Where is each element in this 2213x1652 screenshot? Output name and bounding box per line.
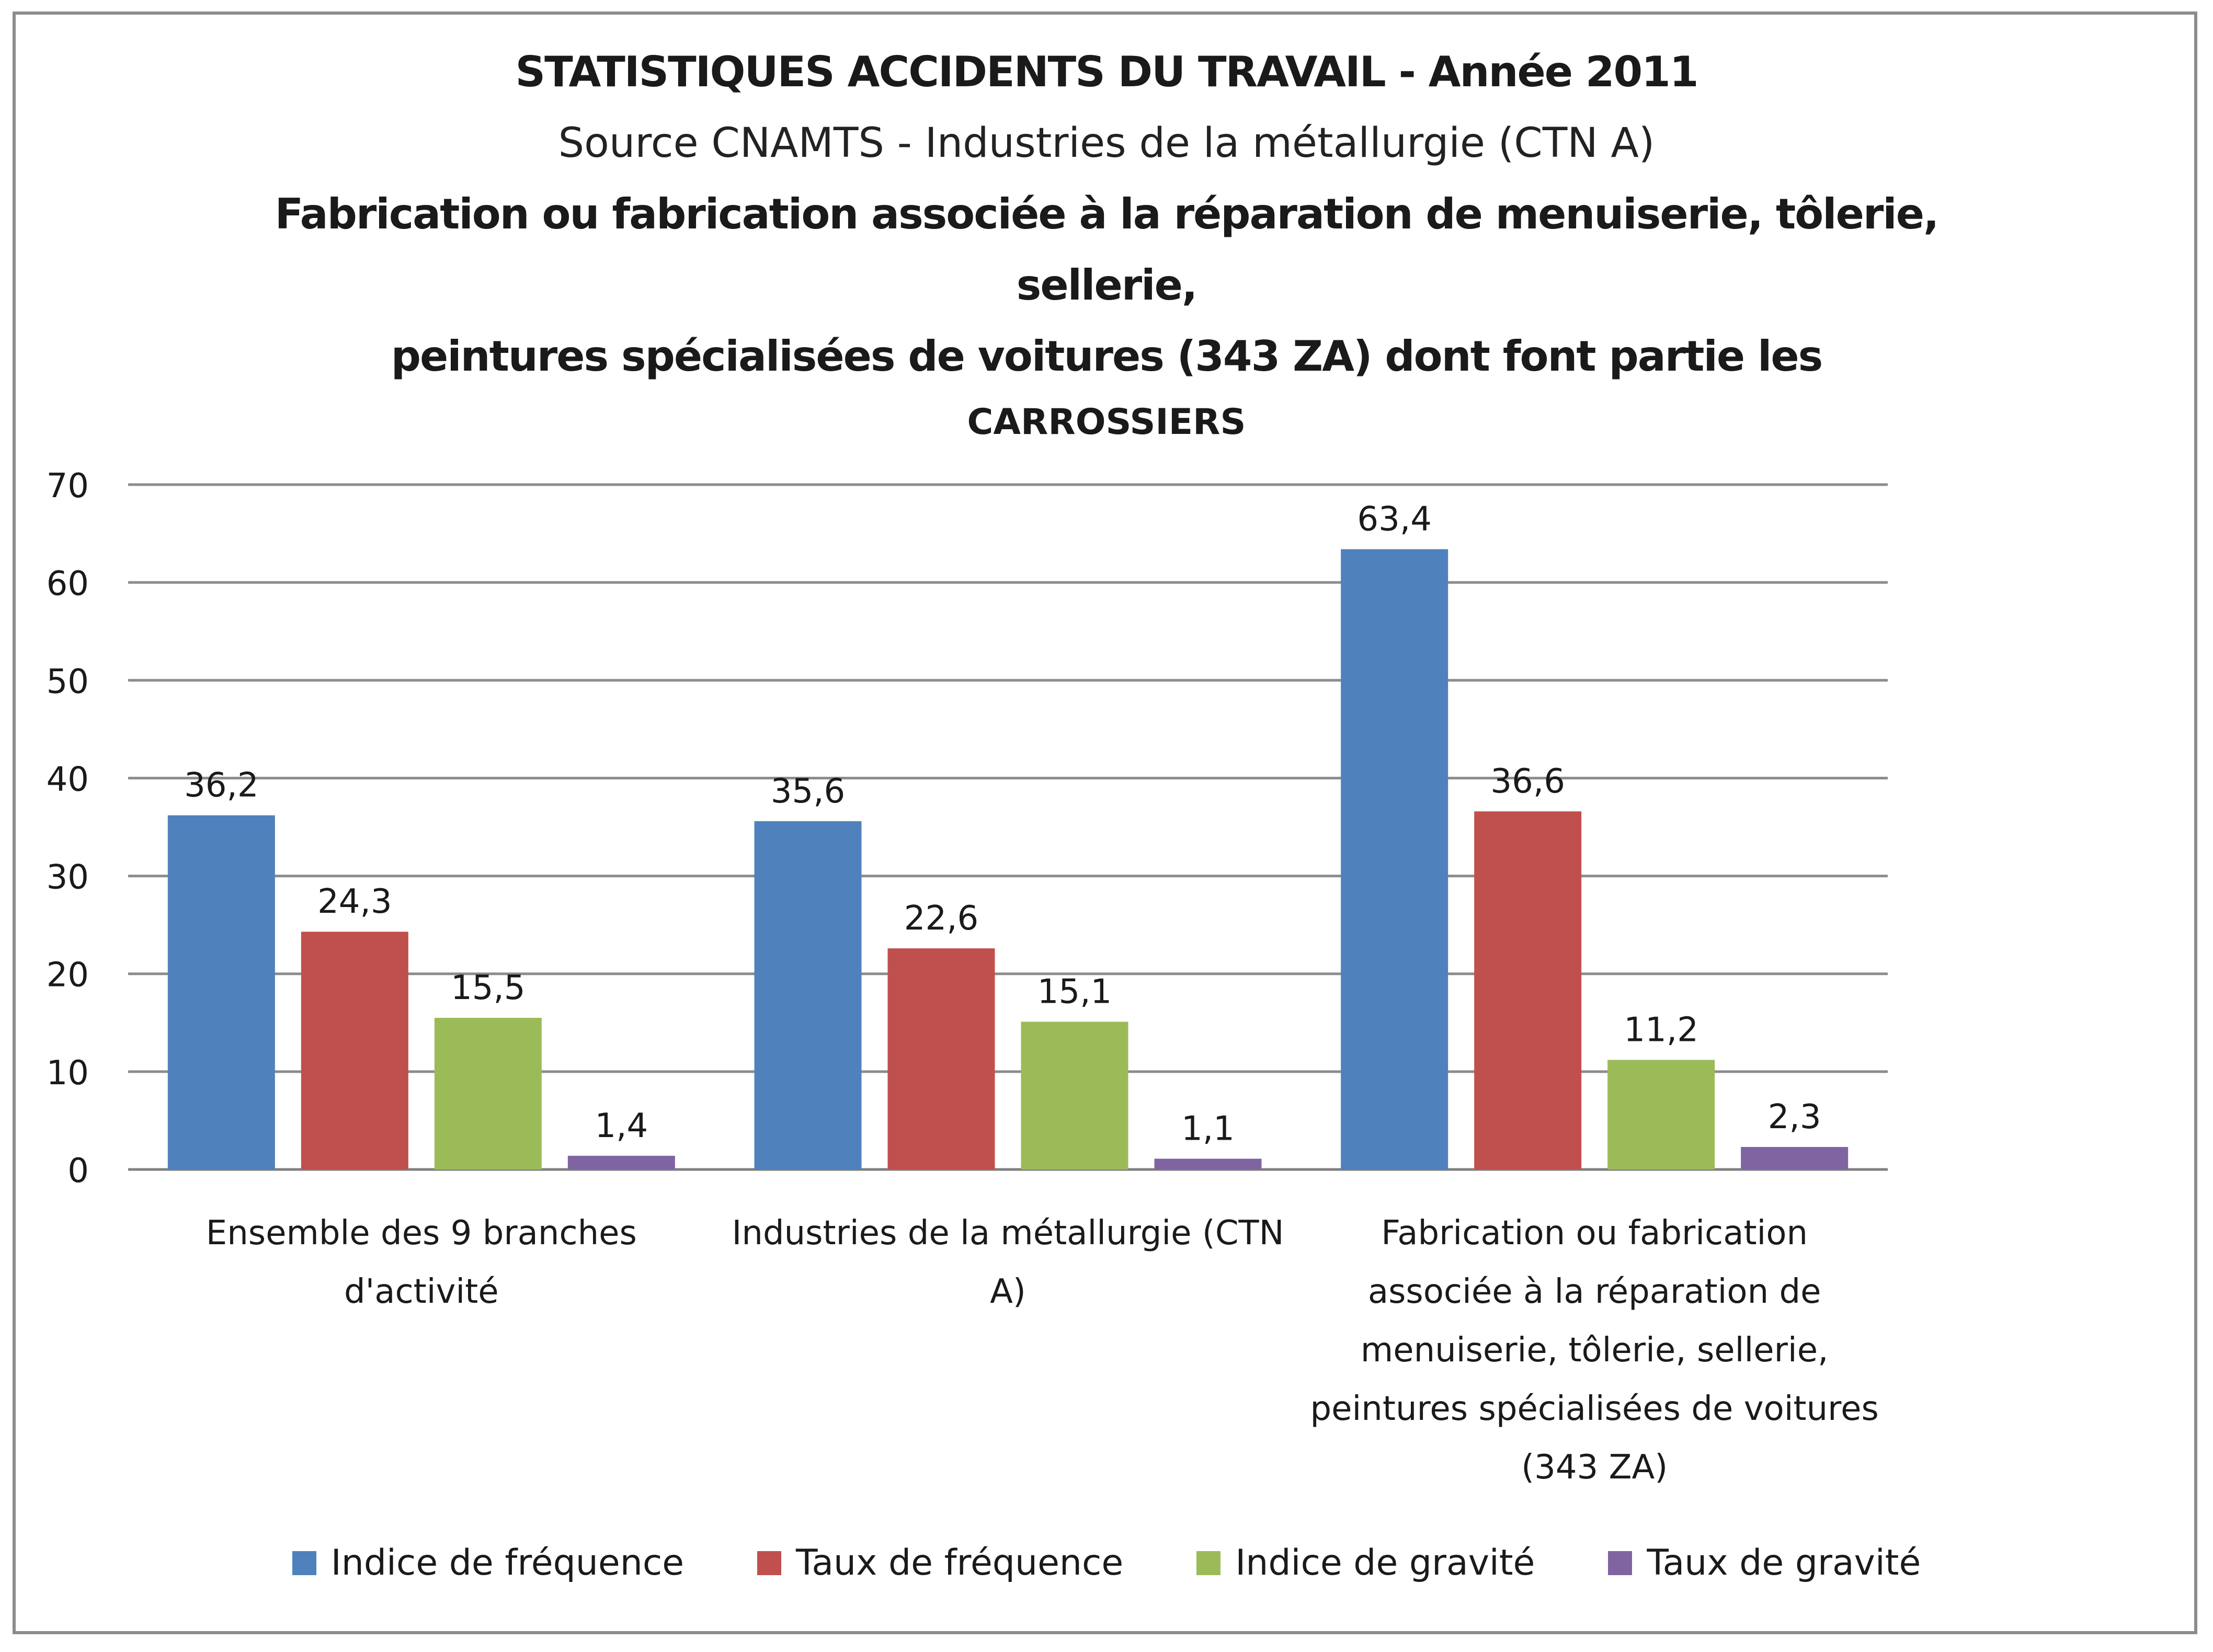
chart-frame	[13, 12, 2197, 1634]
chart-subtitle: Source CNAMTS - Industries de la métallu…	[558, 120, 1655, 167]
bar	[301, 932, 408, 1169]
data-label: 1,4	[595, 1107, 648, 1145]
data-label: 22,6	[904, 899, 979, 938]
legend-swatch-taux-gravite	[1608, 1551, 1633, 1575]
legend-label-taux-frequence: Taux de fréquence	[796, 1542, 1124, 1584]
legend-item-indice-gravite: Indice de gravité	[1196, 1542, 1535, 1584]
chart-subtitle-detail-line1: Fabrication ou fabrication associée à la…	[275, 190, 1940, 309]
bar	[1154, 1158, 1262, 1169]
legend-item-taux-frequence: Taux de fréquence	[757, 1542, 1123, 1584]
x-tick-label: menuiserie, tôlerie, sellerie,	[1361, 1331, 1829, 1370]
legend: Indice de fréquence Taux de fréquence In…	[0, 1542, 2213, 1584]
legend-swatch-taux-frequence	[757, 1551, 782, 1575]
chart-subtitle-detail-line2: peintures spécialisées de voitures (343 …	[391, 332, 1823, 381]
data-label: 11,2	[1624, 1011, 1698, 1049]
data-label: 63,4	[1357, 500, 1432, 539]
y-tick-label: 0	[67, 1152, 89, 1190]
legend-item-indice-frequence: Indice de fréquence	[292, 1542, 684, 1584]
y-tick-label: 50	[47, 662, 89, 701]
x-tick-label: A)	[990, 1272, 1026, 1311]
data-label: 36,2	[184, 766, 259, 805]
x-tick-label: Fabrication ou fabrication	[1381, 1214, 1808, 1253]
legend-swatch-indice-gravite	[1196, 1551, 1221, 1575]
data-label: 1,1	[1181, 1109, 1235, 1148]
chart-subtitle-carrossiers: CARROSSIERS	[967, 401, 1246, 443]
legend-label-taux-gravite: Taux de gravité	[1647, 1542, 1921, 1584]
bar	[887, 948, 995, 1169]
x-tick-label: Industries de la métallurgie (CTN	[732, 1214, 1284, 1253]
bar	[434, 1017, 542, 1169]
bar	[1341, 549, 1448, 1169]
x-tick-label: peintures spécialisées de voitures	[1310, 1390, 1879, 1428]
legend-label-indice-frequence: Indice de fréquence	[330, 1542, 685, 1584]
bar	[1741, 1146, 1849, 1169]
x-tick-label: (343 ZA)	[1521, 1448, 1668, 1487]
bar	[167, 815, 275, 1169]
y-tick-label: 70	[47, 467, 89, 506]
data-label: 15,5	[451, 969, 526, 1007]
bar	[1607, 1060, 1715, 1169]
bar	[567, 1155, 675, 1169]
bar	[1021, 1022, 1128, 1169]
bar	[754, 821, 862, 1169]
data-label: 35,6	[771, 772, 846, 811]
y-tick-label: 10	[47, 1054, 89, 1093]
legend-swatch-indice-frequence	[292, 1551, 316, 1575]
y-tick-label: 20	[47, 956, 89, 995]
x-tick-label: Ensemble des 9 branches	[206, 1214, 637, 1253]
y-tick-label: 40	[47, 760, 89, 799]
y-tick-label: 60	[47, 565, 89, 603]
x-tick-label: associée à la réparation de	[1368, 1272, 1821, 1311]
data-label: 2,3	[1768, 1098, 1821, 1137]
x-tick-label: d'activité	[344, 1272, 499, 1311]
y-tick-label: 30	[47, 858, 89, 897]
chart-titles: STATISTIQUES ACCIDENTS DU TRAVAIL - Anné…	[0, 37, 2213, 453]
legend-label-indice-gravite: Indice de gravité	[1235, 1542, 1535, 1584]
chart-title: STATISTIQUES ACCIDENTS DU TRAVAIL - Anné…	[515, 48, 1699, 96]
data-label: 24,3	[317, 882, 392, 921]
bar	[1474, 811, 1582, 1169]
data-label: 36,6	[1490, 762, 1565, 801]
legend-item-taux-gravite: Taux de gravité	[1608, 1542, 1921, 1584]
data-label: 15,1	[1037, 972, 1112, 1011]
